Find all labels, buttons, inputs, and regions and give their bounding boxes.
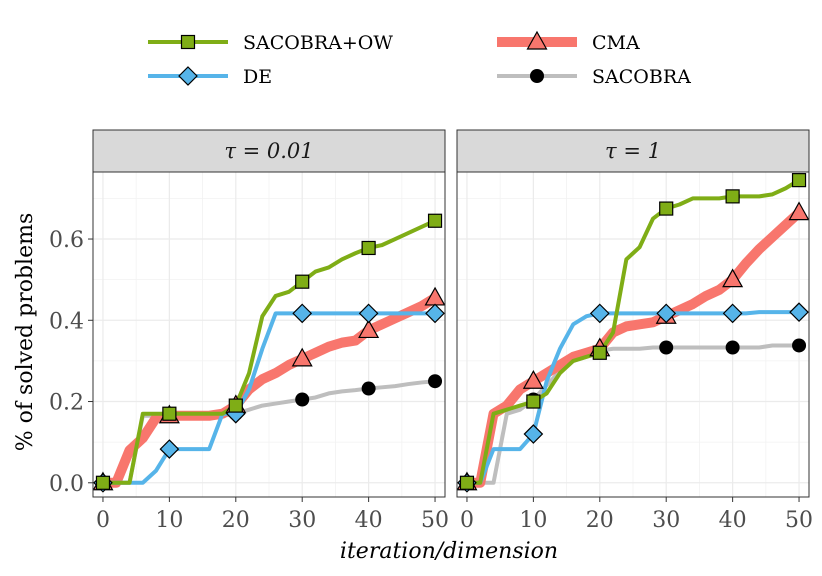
data-point-de — [159, 439, 180, 459]
y-tick-label: 0.0 — [49, 472, 84, 497]
y-tick-label: 0.6 — [49, 228, 84, 253]
x-tick-label: 30 — [652, 508, 680, 533]
series-line-de — [464, 310, 802, 485]
panel-border — [456, 171, 810, 498]
data-point-de — [722, 303, 743, 324]
data-point-sacobra — [659, 340, 674, 355]
data-point-sacobra-plus-ow — [162, 406, 177, 421]
x-tick-label: 20 — [222, 508, 250, 533]
data-point-sacobra-plus-ow — [592, 345, 607, 360]
x-tick-label: 10 — [519, 508, 547, 533]
panel-title: τ = 0.01 — [224, 139, 313, 163]
y-axis-title: % of solved problems — [13, 213, 38, 452]
data-point-sacobra-plus-ow — [295, 274, 310, 289]
data-point-cma — [291, 347, 313, 367]
x-tick-label: 40 — [355, 508, 383, 533]
data-point-de — [425, 303, 445, 324]
panels: τ = 0.01 0 10 20 30 40 50 0.0 0.2 0.4 0.6 τ = 1 0 10 2… — [49, 129, 813, 533]
legend-item-de: DE — [148, 66, 272, 88]
data-point-sacobra-plus-ow — [95, 475, 111, 490]
series-line-sacobra-plus-ow — [100, 218, 438, 485]
legend-item-sacobra-plus-ow: SACOBRA+OW — [148, 32, 393, 54]
data-point-de — [656, 303, 677, 324]
data-point-cma — [358, 319, 380, 339]
legend-marker-sacobra-plus-ow — [180, 34, 196, 50]
data-point-sacobra-plus-ow — [427, 213, 443, 228]
data-point-cma — [522, 369, 544, 389]
x-tick-label: 50 — [421, 508, 449, 533]
data-point-sacobra-plus-ow — [228, 398, 243, 413]
data-point-sacobra-plus-ow — [526, 394, 541, 409]
x-tick-label: 40 — [719, 508, 747, 533]
data-point-de — [292, 303, 313, 324]
data-point-sacobra-plus-ow — [361, 240, 376, 256]
panel-title: τ = 1 — [605, 139, 661, 163]
data-point-de — [589, 303, 610, 324]
legend-marker-cma — [526, 30, 548, 50]
panel-border — [92, 171, 446, 498]
data-point-sacobra — [361, 381, 376, 396]
data-point-sacobra-plus-ow — [459, 475, 475, 490]
y-tick-label: 0.4 — [49, 309, 84, 334]
data-point-sacobra — [295, 392, 310, 407]
legend-label-de: DE — [243, 66, 272, 88]
series-line-cma — [461, 207, 805, 488]
legend-marker-de — [178, 66, 198, 86]
data-point-sacobra — [428, 374, 443, 389]
legend-label-sacobra-plus-ow: SACOBRA+OW — [243, 32, 393, 54]
data-point-de — [358, 303, 379, 324]
panel-1: τ = 0.01 0 10 20 30 40 50 0.0 0.2 0.4 0.6 — [49, 129, 449, 533]
x-tick-label: 10 — [155, 508, 183, 533]
series-line-cma — [97, 292, 441, 488]
legend-marker-sacobra — [530, 69, 544, 83]
data-point-sacobra-plus-ow — [659, 201, 674, 216]
series-line-de — [100, 311, 438, 485]
legend: SACOBRA+OW DE CMA SACOBRA — [148, 30, 691, 88]
series-line-sacobra — [464, 343, 802, 485]
x-tick-label: 20 — [586, 508, 614, 533]
panel-strip — [456, 129, 810, 173]
legend-label-sacobra: SACOBRA — [592, 66, 691, 88]
series-line-sacobra-plus-ow — [464, 178, 802, 485]
x-tick-label: 0 — [460, 508, 474, 533]
x-tick-label: 50 — [785, 508, 813, 533]
data-point-cma — [788, 201, 810, 221]
data-point-sacobra-plus-ow — [791, 173, 807, 188]
legend-item-sacobra: SACOBRA — [497, 66, 691, 88]
data-point-de — [523, 424, 544, 444]
x-tick-label: 0 — [96, 508, 110, 533]
legend-label-cma: CMA — [592, 32, 640, 54]
data-point-de — [789, 302, 809, 323]
y-tick-label: 0.2 — [49, 391, 84, 416]
data-point-sacobra — [792, 338, 807, 353]
x-tick-label: 30 — [288, 508, 316, 533]
data-point-sacobra-plus-ow — [725, 189, 740, 204]
panel-2: τ = 1 0 10 20 30 40 50 — [456, 129, 813, 533]
data-point-sacobra — [725, 340, 740, 355]
x-axis-title: iteration/dimension — [340, 539, 558, 564]
data-point-cma — [722, 268, 744, 288]
legend-item-cma: CMA — [497, 30, 640, 54]
